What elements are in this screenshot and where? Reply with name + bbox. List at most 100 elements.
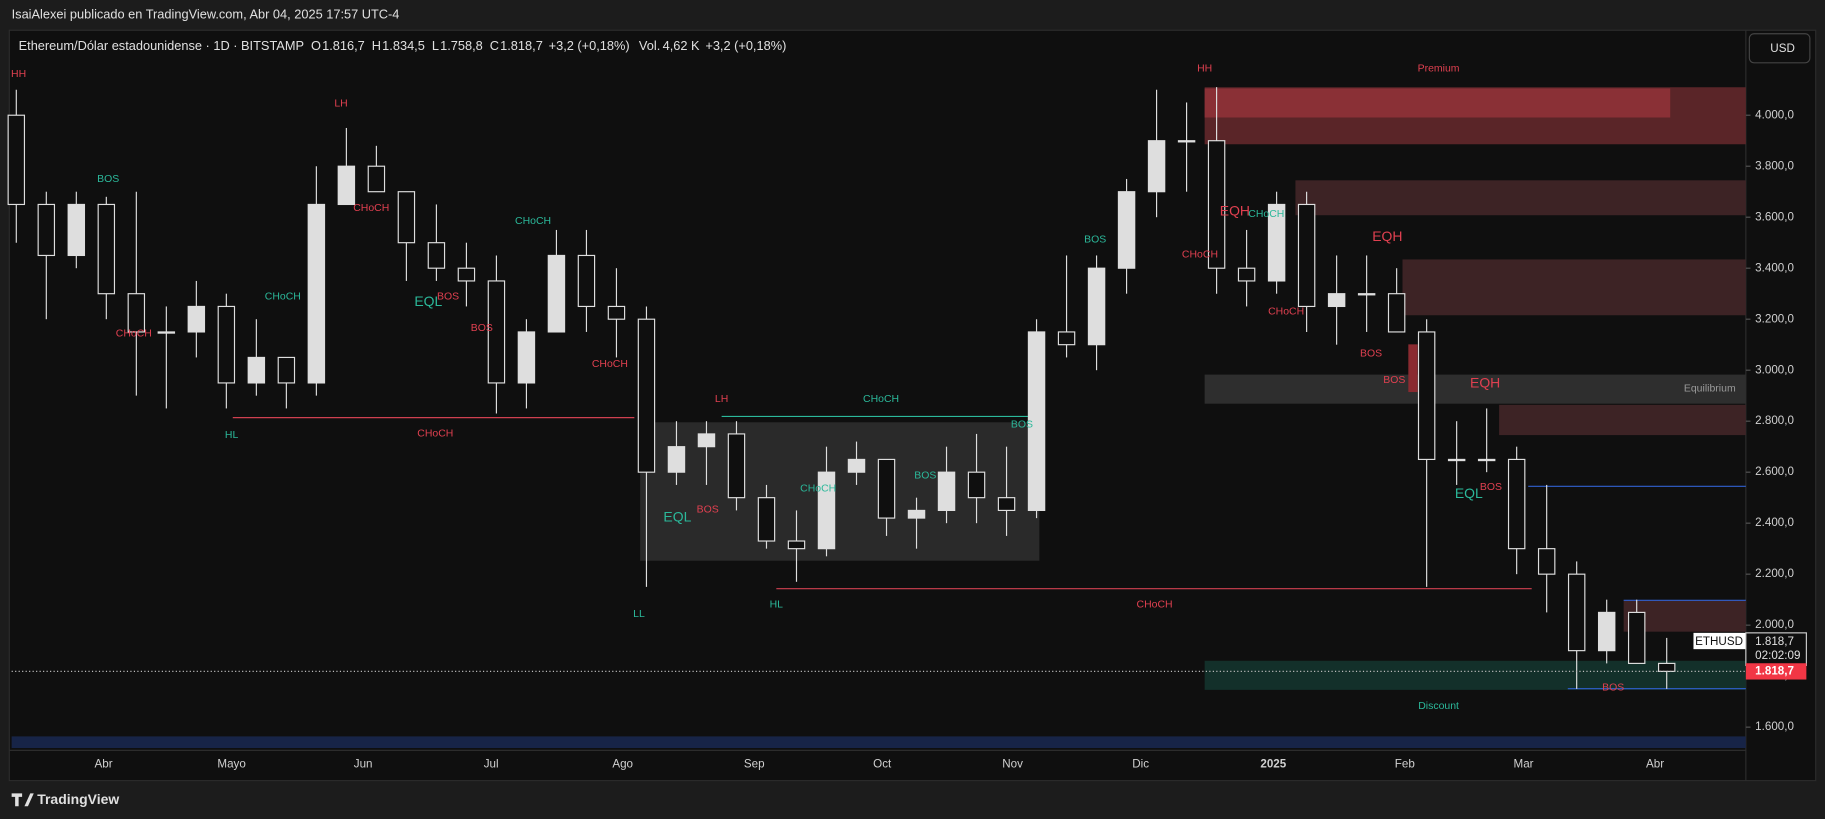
zone xyxy=(1204,88,1671,118)
candle-body xyxy=(427,242,446,269)
x-tick-label: Mayo xyxy=(217,757,245,770)
candle-body xyxy=(247,356,266,384)
candle-body xyxy=(1387,293,1406,333)
candle-body xyxy=(1057,331,1076,346)
candle-body xyxy=(547,254,566,333)
annotation: BOS xyxy=(697,504,719,515)
candle-body xyxy=(1117,191,1136,269)
legend-item: H xyxy=(372,38,381,53)
candle-body xyxy=(367,165,386,193)
annotation: BOS xyxy=(1602,682,1624,693)
x-tick-label: Mar xyxy=(1514,757,1534,770)
candle-body xyxy=(1477,458,1496,462)
candle-body xyxy=(937,471,956,512)
candle-body xyxy=(697,433,716,448)
annotation: HH xyxy=(11,69,26,80)
candle-body xyxy=(1207,140,1226,269)
candle-body xyxy=(1507,458,1526,550)
candle-body xyxy=(1027,331,1046,512)
legend-item: 1.834,5 xyxy=(382,38,425,53)
ticker: ETHUSD xyxy=(1695,635,1743,648)
legend-item: 4,62 K xyxy=(663,38,700,53)
annotation: Equilibrium xyxy=(1684,383,1736,394)
candle-body xyxy=(787,540,806,550)
candle-body xyxy=(1147,140,1166,193)
annotation: Discount xyxy=(1418,701,1459,712)
candle-body xyxy=(67,203,86,257)
candle-body xyxy=(127,293,146,333)
candle-body xyxy=(967,471,986,499)
annotation: BOS xyxy=(1360,348,1382,359)
candle-body xyxy=(1297,203,1316,308)
candle-body xyxy=(727,433,746,499)
candle-body xyxy=(517,331,536,384)
annotation: CHoCH xyxy=(1248,209,1284,220)
currency[interactable]: USD xyxy=(1770,42,1795,55)
annotation: LH xyxy=(334,98,347,109)
candle-body xyxy=(217,305,236,384)
zone xyxy=(1402,259,1746,316)
y-tick-label: 3.400,0 xyxy=(1755,261,1794,274)
x-tick-label: Dic xyxy=(1132,757,1149,770)
annotation: EQL xyxy=(414,293,442,309)
annotation: CHoCH xyxy=(515,216,551,227)
x-tick-label: Sep xyxy=(744,757,765,770)
legend-item: (+0,18%) xyxy=(734,38,786,53)
y-tick-label: 3.200,0 xyxy=(1755,312,1794,325)
annotation: CHoCH xyxy=(116,329,152,340)
y-tick-label: 2.000,0 xyxy=(1755,618,1794,631)
annotation: EQH xyxy=(1372,228,1402,244)
legend-item: C xyxy=(490,38,499,53)
annotation: BOS xyxy=(437,291,459,302)
candle-body xyxy=(1597,611,1616,652)
y-tick-label: 3.600,0 xyxy=(1755,210,1794,223)
y-tick-label: 4.000,0 xyxy=(1755,108,1794,121)
zone xyxy=(1499,404,1746,436)
x-tick-label: Oct xyxy=(873,757,892,770)
annotation: CHoCH xyxy=(417,429,453,440)
currency-button[interactable] xyxy=(1748,33,1811,64)
price-box xyxy=(1693,632,1746,650)
annotation: BOS xyxy=(97,174,119,185)
zone xyxy=(1204,374,1746,404)
legend-item: Vol. xyxy=(639,38,660,53)
annotation: CHoCH xyxy=(800,483,836,494)
candle-body xyxy=(877,458,896,519)
legend-item: L xyxy=(432,38,439,53)
candle-body xyxy=(187,305,206,333)
candle-body xyxy=(157,331,176,334)
x-tick-label: 2025 xyxy=(1260,757,1286,770)
x-tick-label: Ago xyxy=(612,757,633,770)
candle-body xyxy=(607,305,626,320)
candle-body xyxy=(667,446,686,473)
y-tick-label: 2.600,0 xyxy=(1755,465,1794,478)
annotation: BOS xyxy=(471,323,493,334)
candle-body xyxy=(1177,140,1196,143)
annotation: HH xyxy=(1197,63,1212,74)
legend-item: +3,2 xyxy=(705,38,730,53)
x-tick-label: Abr xyxy=(95,757,113,770)
candle-body xyxy=(1567,573,1586,652)
annotation: CHoCH xyxy=(265,291,301,302)
candle-body xyxy=(1657,662,1676,672)
candle-body xyxy=(1087,267,1106,346)
annotation: EQH xyxy=(1470,375,1500,391)
last-price-box xyxy=(1745,663,1807,680)
zone xyxy=(1204,660,1746,690)
zone xyxy=(11,736,1746,749)
candle-body xyxy=(847,458,866,473)
legend: Ethereum/Dólar estadounidense · 1D · BIT… xyxy=(19,38,787,53)
y-tick-label: 2.400,0 xyxy=(1755,516,1794,529)
legend-item: (+0,18%) xyxy=(577,38,629,53)
publisher: IsaiAlexei publicado en TradingView.com,… xyxy=(12,7,400,22)
zone xyxy=(1295,180,1746,216)
candle-body xyxy=(7,114,26,206)
y-tick-label: 2.200,0 xyxy=(1755,567,1794,580)
annotation: BOS xyxy=(1480,482,1502,493)
candle-body xyxy=(1357,293,1376,296)
annotation: CHoCH xyxy=(1137,600,1173,611)
annotation: BOS xyxy=(1383,375,1405,386)
annotation: CHoCH xyxy=(863,394,899,405)
